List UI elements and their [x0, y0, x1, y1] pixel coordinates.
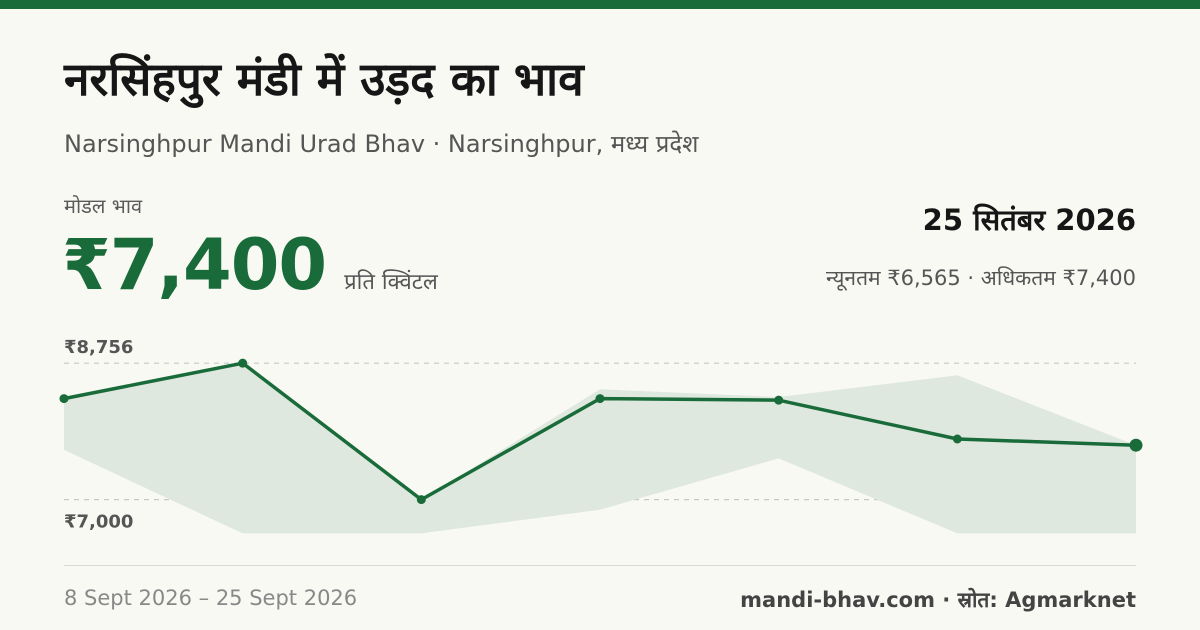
- price-point: [416, 495, 426, 505]
- top-accent-bar: [0, 0, 1200, 9]
- price-date: 25 सितंबर 2026: [922, 203, 1136, 237]
- price-unit: प्रति क्विंटल: [344, 270, 438, 295]
- date-period: 8 Sept 2026 – 25 Sept 2026: [64, 586, 358, 610]
- price-row: ₹7,400 प्रति क्विंटल: [62, 224, 438, 306]
- modal-price: ₹7,400: [62, 224, 327, 306]
- price-point: [952, 434, 962, 444]
- price-point: [595, 394, 605, 404]
- y-tick-label: ₹8,756: [64, 337, 133, 358]
- page-subtitle: Narsinghpur Mandi Urad Bhav · Narsinghpu…: [64, 130, 699, 158]
- y-tick-label: ₹7,000: [64, 512, 133, 533]
- price-point: [774, 395, 784, 405]
- price-range-band: [64, 363, 1136, 534]
- latest-price-point: [1129, 438, 1143, 452]
- price-point: [59, 394, 69, 404]
- footer-divider: [64, 565, 1136, 566]
- price-point: [238, 358, 248, 368]
- source-credit: mandi-bhav.com · स्रोत: Agmarknet: [740, 588, 1136, 612]
- price-range: न्यूनतम ₹6,565 · अधिकतम ₹7,400: [826, 266, 1136, 290]
- modal-price-label: मोडल भाव: [64, 194, 143, 218]
- page-title: नरसिंहपुर मंडी में उड़द का भाव: [64, 52, 584, 106]
